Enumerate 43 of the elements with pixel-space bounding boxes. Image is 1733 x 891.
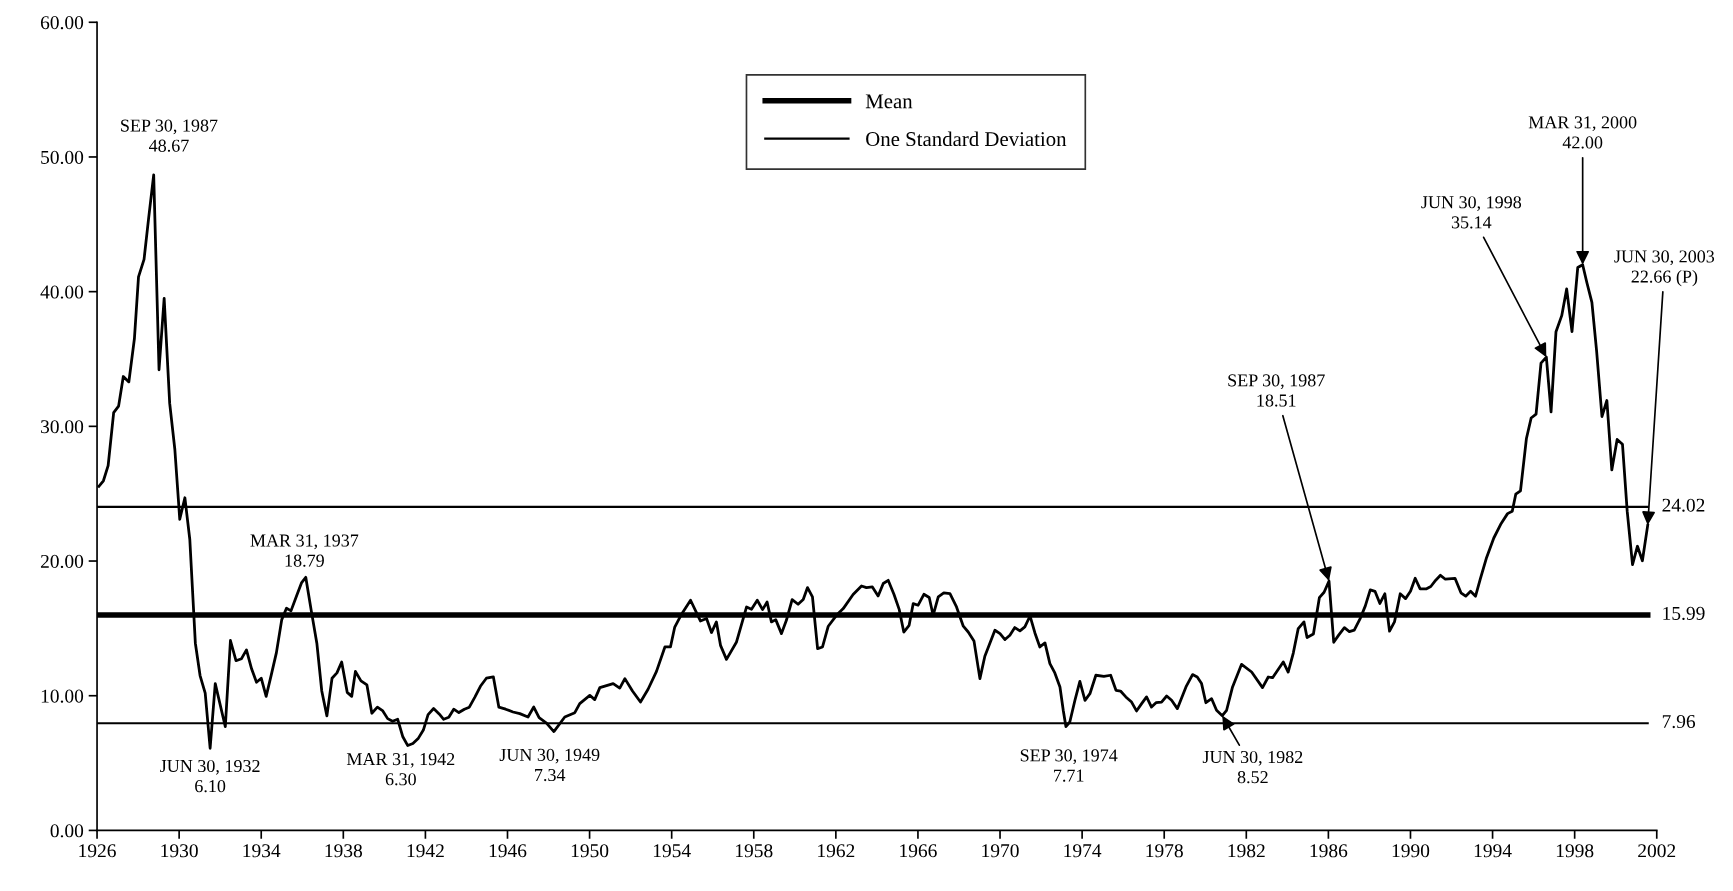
x-tick-label: 1970 — [982, 844, 1019, 858]
x-tick-label: 1926 — [79, 844, 116, 858]
annotation: MAR 31, 2000 42.00 — [1528, 116, 1637, 149]
x-tick-label: 1954 — [653, 844, 691, 858]
x-tick-label: 1938 — [325, 844, 363, 858]
annotation: JUN 30, 1932 6.10 — [160, 759, 260, 793]
annotation: SEP 30, 1987 48.67 — [121, 119, 218, 152]
legend-label: One Standard Deviation — [866, 131, 1067, 147]
x-tick-label: 1930 — [161, 844, 198, 858]
x-tick-label: 1994 — [1474, 844, 1512, 858]
x-tick-label: 2002 — [1638, 844, 1676, 858]
x-tick-label: 1946 — [489, 844, 527, 858]
x-tick-label: 1982 — [1228, 844, 1265, 858]
y-tick-label: 60.00 — [40, 16, 84, 30]
x-tick-label: 1998 — [1556, 844, 1594, 858]
annotation: 15.99 — [1663, 606, 1705, 620]
x-tick-label: 1958 — [736, 844, 773, 858]
y-tick-label: 30.00 — [41, 420, 84, 434]
y-tick-label: 50.00 — [41, 150, 84, 164]
y-tick-label: 20.00 — [40, 554, 84, 569]
x-tick-label: 1986 — [1310, 844, 1348, 858]
annotation: SEP 30, 1974 7.71 — [1020, 749, 1118, 782]
x-tick-label: 1942 — [407, 844, 444, 858]
y-tick-label: 10.00 — [41, 689, 84, 703]
annotation: 24.02 — [1662, 498, 1705, 512]
x-tick-label: 1990 — [1392, 844, 1430, 858]
x-tick-label: 1966 — [900, 844, 937, 858]
x-tick-label: 1962 — [818, 844, 855, 858]
x-tick-label: 1950 — [571, 844, 609, 858]
x-tick-label: 1934 — [243, 844, 281, 858]
annotation: JUN 30, 1998 35.14 — [1421, 196, 1522, 229]
y-tick-label: 40.00 — [40, 285, 84, 299]
annotation: JUN 30, 2003 22.66 (P) — [1614, 250, 1715, 287]
annotation: MAR 31, 1942 6.30 — [346, 753, 455, 786]
x-tick-label: 1974 — [1064, 844, 1102, 858]
annotation: SEP 30, 1987 18.51 — [1228, 374, 1325, 407]
y-tick-label: 0.00 — [50, 824, 84, 838]
annotation: MAR 31, 1937 18.79 — [250, 534, 359, 567]
annotation: JUN 30, 1949 7.34 — [499, 748, 600, 782]
annotation: JUN 30, 1982 8.52 — [1202, 750, 1303, 784]
x-tick-label: 1978 — [1146, 844, 1183, 858]
annotation: 7.96 — [1662, 715, 1696, 729]
legend-label: Mean — [865, 94, 913, 109]
